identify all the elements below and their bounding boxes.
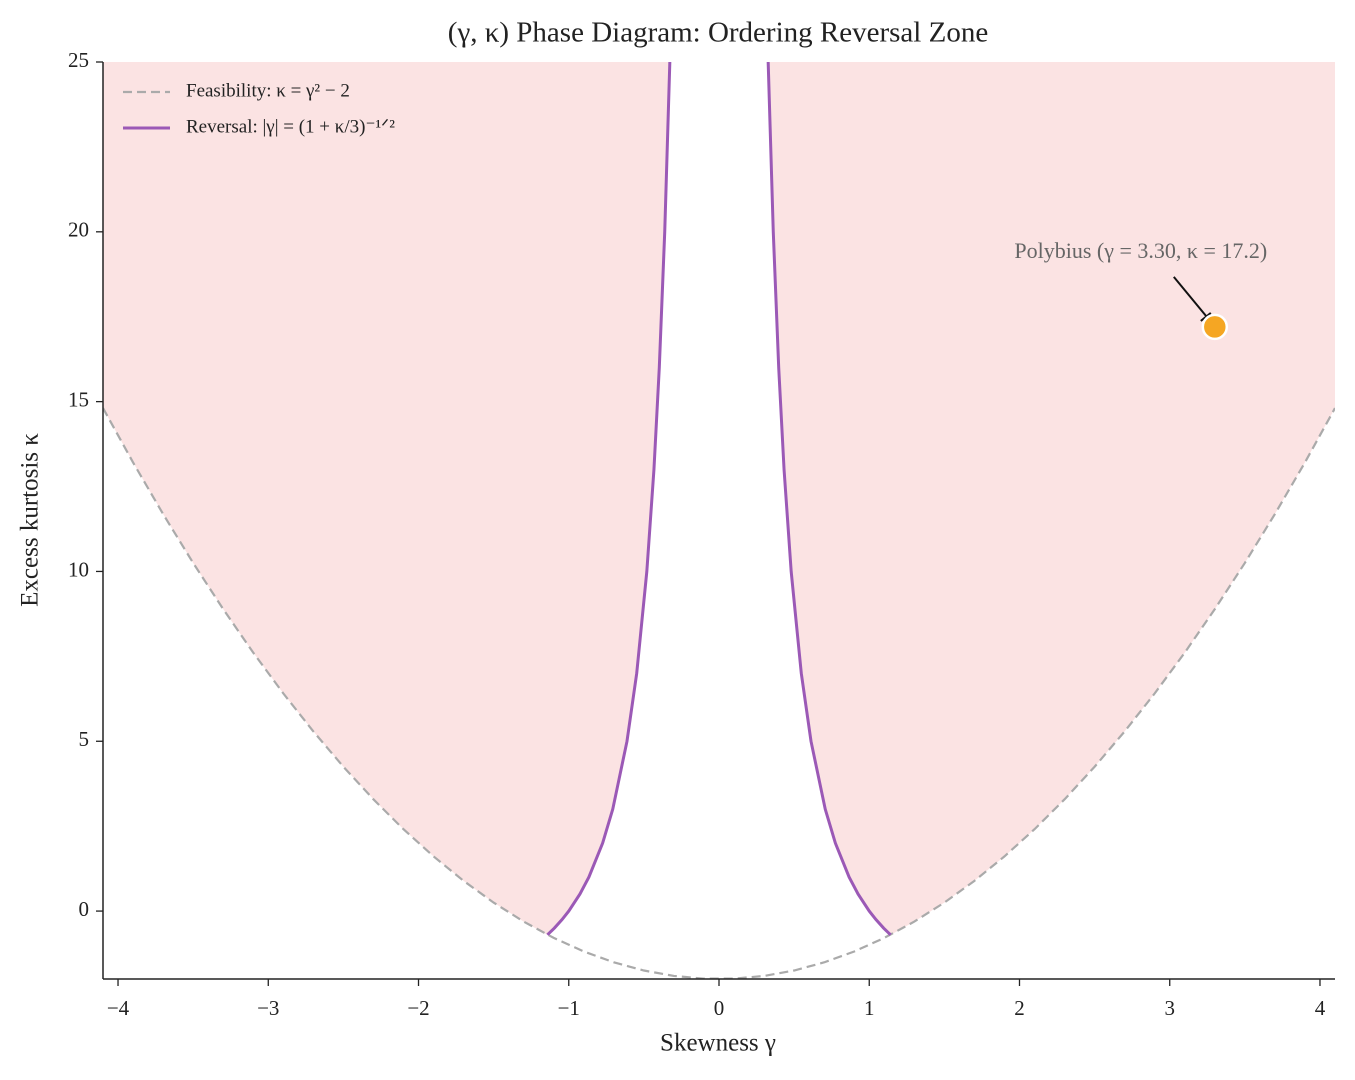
reversal-zone [768,62,1335,935]
annotation-arrow [1173,276,1208,318]
x-tick-label: 0 [714,996,725,1020]
legend-label: Reversal: |γ| = (1 + κ/3)⁻¹ᐟ² [186,116,395,137]
legend-label: Feasibility: κ = γ² − 2 [186,80,350,101]
series-line [103,407,1335,979]
y-tick-label: 15 [68,387,89,411]
x-axis-label: Skewness γ [660,1030,776,1057]
y-tick-label: 0 [79,897,90,921]
series-line [546,62,892,936]
y-tick-label: 20 [68,218,89,242]
x-tick-label: −4 [107,996,130,1020]
plot-area [103,62,1335,979]
y-axis-label: Excess kurtosis κ [17,433,44,607]
annotation: Polybius (γ = 3.30, κ = 17.2) [1014,238,1267,263]
x-tick-label: 3 [1164,996,1175,1020]
x-tick-label: 4 [1315,996,1326,1020]
arrow-head [1200,312,1212,322]
x-tick-label: −2 [407,996,429,1020]
data-point [1201,313,1229,341]
x-tick-label: −1 [558,996,580,1020]
chart-title: (γ, κ) Phase Diagram: Ordering Reversal … [448,17,988,49]
y-tick-label: 5 [79,727,90,751]
x-tick-label: 2 [1014,996,1025,1020]
reversal-zone [103,62,670,935]
x-tick-label: −3 [257,996,279,1020]
y-tick-label: 10 [68,557,89,581]
y-tick-label: 25 [68,48,89,72]
x-tick-label: 1 [864,996,875,1020]
